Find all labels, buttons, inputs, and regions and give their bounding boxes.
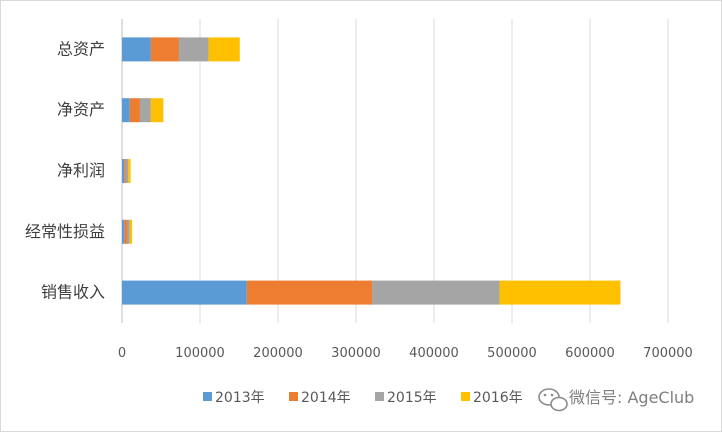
bar-segment [372, 280, 500, 305]
bar-segment [124, 219, 128, 244]
x-tick-label: 100000 [175, 346, 225, 361]
category-label: 净资产 [57, 100, 105, 119]
x-tick-label: 500000 [487, 346, 537, 361]
bar-segment [122, 159, 125, 183]
legend-label: 2013年 [215, 390, 265, 406]
category-label: 总资产 [57, 39, 105, 58]
bar-segment [128, 159, 131, 183]
bar-segment [246, 280, 373, 305]
bar-segment [122, 219, 125, 244]
bar-segment [178, 37, 209, 62]
watermark-text: 微信号: AgeClub [569, 388, 694, 407]
legend-swatch [375, 392, 384, 401]
legend-label: 2015年 [387, 390, 437, 406]
bar-segment [129, 98, 140, 123]
legend-swatch [289, 392, 298, 401]
x-tick-label: 600000 [565, 346, 615, 361]
bar-segment [122, 37, 151, 62]
x-tick-label: 700000 [643, 346, 693, 361]
legend-label: 2014年 [301, 390, 351, 406]
x-tick-label: 0 [118, 346, 126, 361]
x-tick-label: 200000 [253, 346, 303, 361]
bar-segment [129, 219, 133, 244]
bar-segment [122, 98, 130, 123]
wechat-icon [538, 388, 568, 412]
x-tick-label: 400000 [409, 346, 459, 361]
bar-segment [122, 280, 247, 305]
x-tick-label: 300000 [331, 346, 381, 361]
bar-segment [499, 280, 621, 305]
category-label: 销售收入 [41, 283, 105, 302]
watermark: 微信号: AgeClub [538, 388, 694, 412]
bar-segment [125, 159, 129, 183]
bar-segment [150, 37, 179, 62]
legend-swatch [461, 392, 470, 401]
category-label: 经常性损益 [25, 222, 105, 241]
legend-label: 2016年 [473, 390, 523, 406]
legend-swatch [203, 392, 212, 401]
bar-segment [124, 159, 126, 183]
bar-segment [208, 37, 240, 62]
bar-segment [127, 219, 130, 244]
bar-segment [139, 98, 151, 123]
category-label: 净利润 [57, 161, 105, 180]
bar-segment [150, 98, 164, 123]
